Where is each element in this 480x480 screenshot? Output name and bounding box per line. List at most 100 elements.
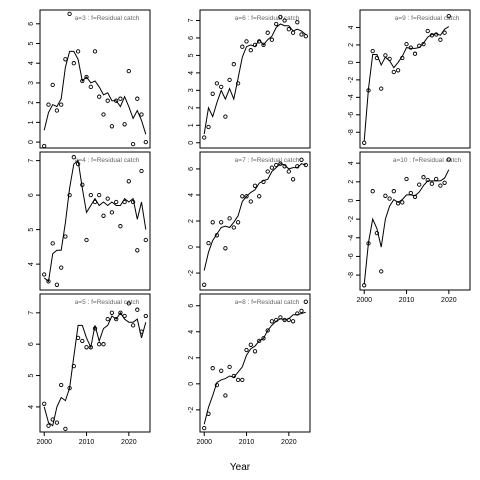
observed-point bbox=[122, 199, 127, 205]
panel-7: a=9 : f=Residual catch -8 -6 -4 -2 0 2 4 bbox=[348, 9, 471, 149]
observed-point bbox=[244, 39, 249, 44]
observed-point bbox=[88, 345, 93, 350]
observed-point bbox=[303, 162, 308, 168]
observed-point bbox=[143, 237, 148, 243]
observed-point bbox=[114, 98, 119, 103]
observed-point bbox=[295, 164, 300, 169]
y-tick-label: 4 bbox=[28, 61, 35, 65]
observed-point bbox=[278, 14, 283, 20]
observed-point bbox=[286, 317, 291, 323]
observed-point bbox=[54, 420, 60, 425]
observed-point bbox=[257, 194, 262, 199]
y-tick-label: 2 bbox=[188, 106, 195, 110]
y-tick-label: 4 bbox=[188, 193, 195, 197]
observed-point bbox=[130, 323, 136, 328]
observed-point bbox=[92, 49, 98, 54]
y-tick-label: -8 bbox=[348, 272, 355, 278]
y-tick-label: 5 bbox=[188, 53, 195, 57]
observed-point bbox=[63, 234, 68, 239]
observed-point bbox=[269, 165, 275, 170]
observed-point bbox=[412, 51, 418, 56]
panel-1: a=3 : f=Residual catch 0 1 2 3 4 5 6 bbox=[28, 9, 151, 149]
observed-point bbox=[383, 53, 388, 58]
observed-point bbox=[383, 193, 388, 198]
observed-point bbox=[408, 190, 413, 196]
observed-point bbox=[202, 282, 207, 287]
y-tick-label: -4 bbox=[348, 94, 355, 100]
observed-point bbox=[214, 382, 220, 388]
observed-point bbox=[438, 37, 443, 42]
observed-point bbox=[408, 45, 413, 50]
observed-point bbox=[109, 210, 115, 215]
observed-point bbox=[54, 108, 60, 113]
observed-point bbox=[63, 57, 68, 62]
y-tick-label: 5 bbox=[28, 41, 35, 45]
observed-point bbox=[219, 220, 224, 225]
observed-point bbox=[206, 124, 211, 130]
observed-point bbox=[404, 41, 409, 47]
observed-point bbox=[257, 39, 262, 44]
observed-point bbox=[400, 200, 405, 205]
panel-frame bbox=[199, 151, 311, 291]
fitted-line bbox=[203, 163, 306, 271]
observed-point bbox=[97, 342, 102, 347]
observed-point bbox=[252, 349, 258, 354]
panel-5: a=7 : f=Residual catch -2 0 2 4 6 bbox=[188, 151, 311, 291]
observed-point bbox=[442, 180, 447, 185]
observed-point bbox=[210, 366, 215, 371]
observed-point bbox=[362, 140, 367, 145]
y-tick-label: 0 bbox=[348, 60, 355, 64]
observed-point bbox=[235, 81, 241, 86]
observed-point bbox=[434, 32, 439, 37]
observed-point bbox=[438, 183, 443, 188]
observed-point bbox=[101, 342, 106, 347]
x-axis-title: Year bbox=[230, 462, 251, 473]
y-tick-label: 4 bbox=[28, 405, 35, 409]
observed-point bbox=[97, 94, 102, 99]
observed-point bbox=[126, 179, 131, 184]
observed-point bbox=[50, 241, 55, 246]
y-tick-label: 2 bbox=[28, 101, 35, 105]
observed-point bbox=[122, 122, 127, 127]
observed-point bbox=[206, 240, 211, 246]
observed-point bbox=[261, 179, 266, 185]
observed-point bbox=[421, 175, 426, 180]
observed-point bbox=[227, 216, 232, 221]
observed-point bbox=[80, 338, 85, 344]
observed-point bbox=[118, 224, 123, 229]
y-tick-label: 1 bbox=[188, 123, 195, 127]
observed-point bbox=[118, 96, 123, 101]
observed-point bbox=[101, 112, 106, 117]
observed-point bbox=[105, 98, 110, 103]
y-tick-label: 4 bbox=[188, 330, 195, 334]
observed-point bbox=[88, 84, 93, 90]
observed-point bbox=[80, 78, 85, 84]
panel-title: a=4 : f=Residual catch bbox=[75, 157, 140, 164]
y-tick-label: -2 bbox=[188, 270, 195, 276]
observed-point bbox=[391, 189, 396, 194]
observed-point bbox=[425, 177, 430, 183]
observed-point bbox=[417, 182, 422, 187]
observed-point bbox=[417, 43, 422, 48]
observed-point bbox=[139, 168, 144, 174]
observed-point bbox=[109, 124, 115, 129]
observed-point bbox=[42, 272, 47, 277]
y-tick-label: 2 bbox=[348, 180, 355, 184]
observed-point bbox=[143, 313, 148, 319]
fitted-line bbox=[203, 311, 306, 425]
observed-point bbox=[135, 96, 140, 101]
observed-point bbox=[139, 329, 144, 334]
y-tick-label: 4 bbox=[348, 25, 355, 29]
observed-point bbox=[295, 20, 300, 25]
panel-frame bbox=[39, 151, 151, 291]
x-tick-label: 2020 bbox=[121, 439, 137, 446]
y-tick-label: 2 bbox=[188, 356, 195, 360]
observed-point bbox=[105, 316, 110, 322]
panel-title: a=10 : f=Residual catch bbox=[393, 157, 462, 164]
y-tick-label: -2 bbox=[188, 407, 195, 413]
observed-point bbox=[278, 315, 283, 320]
observed-point bbox=[97, 192, 102, 198]
observed-point bbox=[135, 307, 140, 312]
observed-point bbox=[88, 192, 93, 198]
observed-point bbox=[92, 326, 98, 331]
